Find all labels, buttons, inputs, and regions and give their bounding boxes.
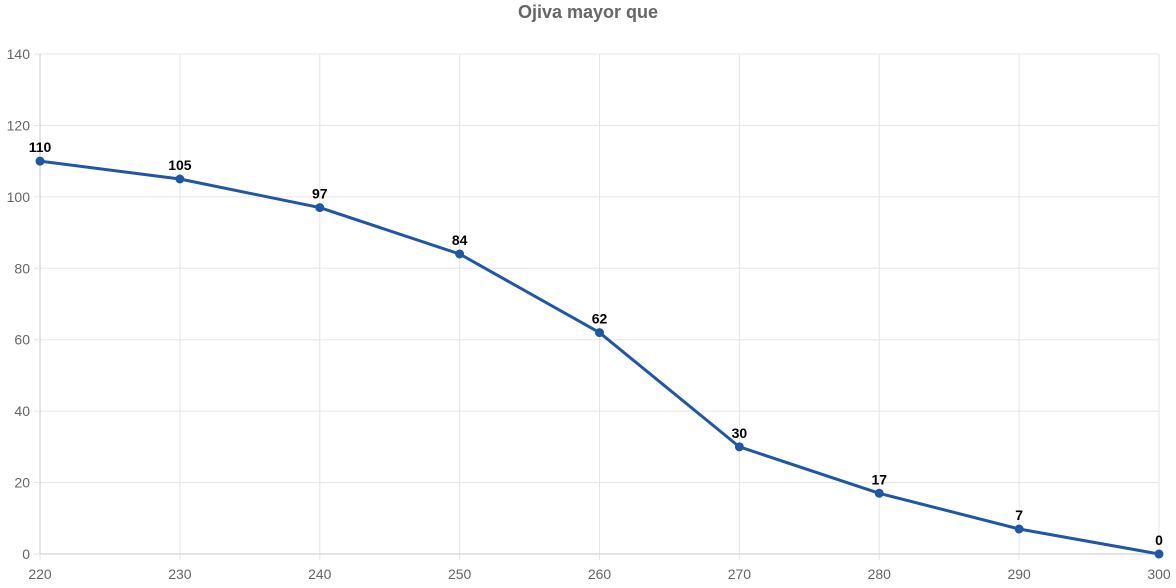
data-label: 30	[732, 425, 748, 441]
data-point	[315, 203, 325, 213]
data-points	[35, 156, 1164, 559]
x-tick-label: 280	[868, 566, 892, 582]
y-tick-label: 120	[7, 117, 31, 133]
data-labels: 110 105 97 84 62 30 17 7 0	[29, 139, 1163, 548]
x-tick-label: 220	[28, 566, 52, 582]
grid	[40, 53, 1160, 554]
data-label: 105	[168, 157, 192, 173]
y-tick-label: 20	[14, 475, 30, 491]
y-tick-label: 140	[7, 46, 31, 62]
data-label: 7	[1015, 507, 1023, 523]
x-tick-label: 290	[1007, 566, 1031, 582]
x-tick-label: 240	[308, 566, 332, 582]
data-label: 110	[29, 139, 52, 155]
data-point	[1014, 524, 1024, 534]
y-axis-ticks: 0 20 40 60 80 100 120 140	[7, 46, 40, 562]
y-tick-label: 0	[22, 546, 30, 562]
data-label: 97	[312, 186, 328, 202]
data-point	[874, 488, 884, 498]
y-tick-label: 80	[14, 260, 30, 276]
data-label: 84	[452, 232, 468, 248]
data-point	[734, 442, 744, 452]
data-point	[35, 156, 45, 166]
data-point	[455, 249, 465, 259]
data-label: 62	[592, 311, 608, 327]
chart-title: Ojiva mayor que	[518, 2, 658, 22]
data-point	[175, 174, 185, 184]
data-point	[595, 328, 604, 338]
x-tick-label: 270	[728, 566, 752, 582]
data-point	[1154, 549, 1164, 559]
data-label: 17	[871, 471, 887, 487]
y-tick-label: 100	[7, 189, 31, 205]
data-label: 0	[1155, 532, 1163, 548]
x-tick-label: 250	[448, 566, 472, 582]
x-tick-label: 260	[588, 566, 612, 582]
x-tick-label: 300	[1147, 566, 1171, 582]
y-tick-label: 60	[14, 332, 30, 348]
y-tick-label: 40	[14, 403, 30, 419]
x-tick-label: 230	[168, 566, 192, 582]
x-axis-ticks: 220 230 240 250 260 270 280 290 300	[28, 554, 1171, 582]
